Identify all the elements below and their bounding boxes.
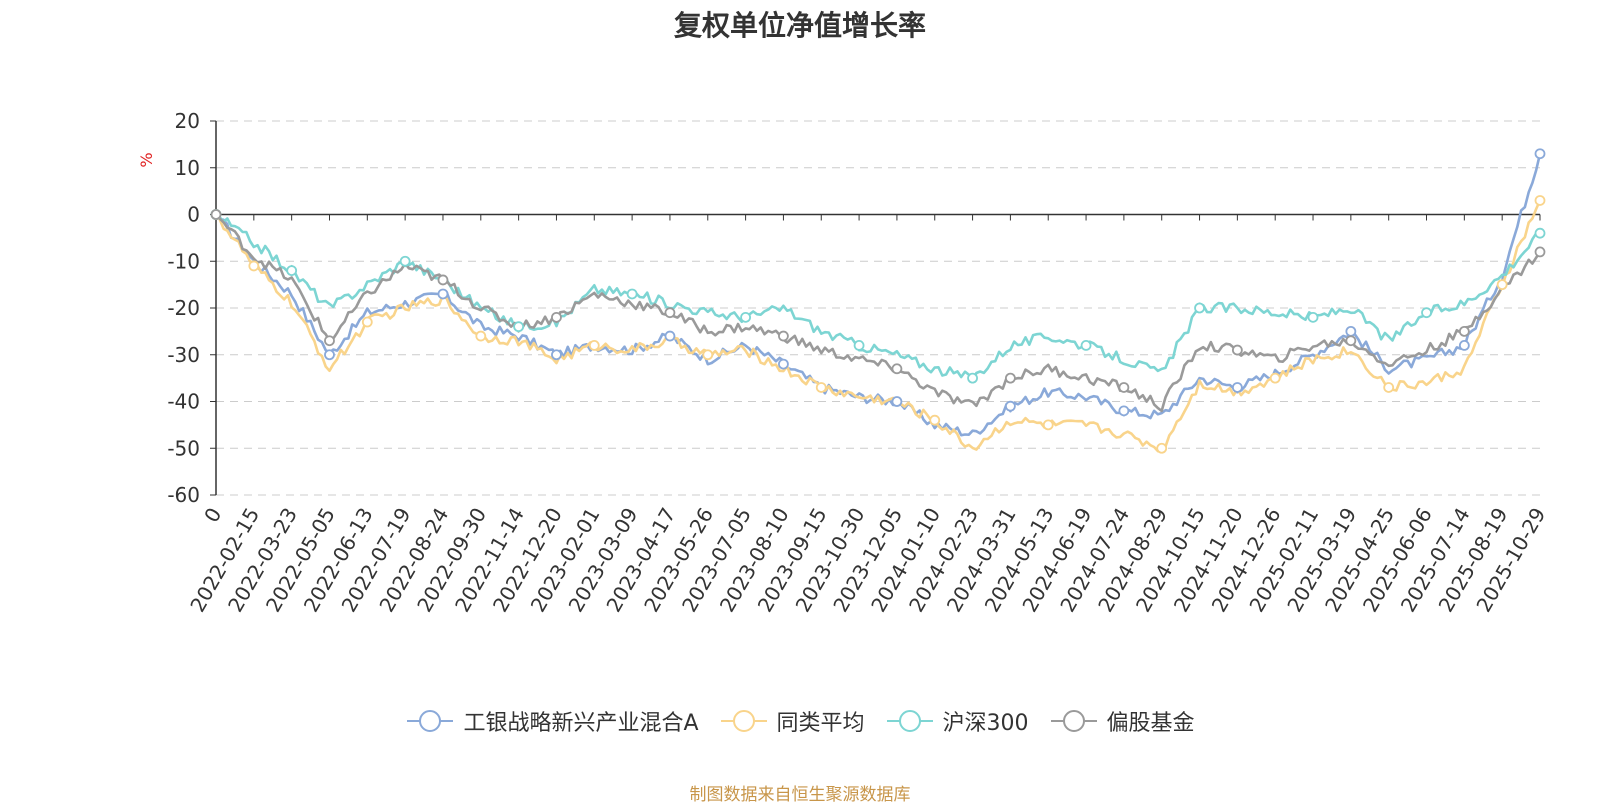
data-point[interactable] — [1534, 246, 1546, 258]
legend: 工银战略新兴产业混合A 同类平均 沪深300 偏股基金 — [0, 705, 1600, 737]
data-point[interactable] — [702, 349, 714, 361]
series-line — [215, 213, 1541, 383]
legend-label: 工银战略新兴产业混合A — [463, 711, 699, 736]
data-point[interactable] — [891, 396, 903, 407]
data-point[interactable] — [1458, 325, 1470, 337]
legend-label: 偏股基金 — [1106, 711, 1195, 736]
data-point[interactable] — [664, 307, 676, 319]
data-point[interactable] — [891, 363, 903, 375]
data-point[interactable] — [815, 382, 827, 393]
series-line — [215, 213, 1542, 413]
data-point[interactable] — [967, 372, 978, 384]
data-point[interactable] — [778, 358, 789, 370]
data-point[interactable] — [588, 339, 600, 351]
legend-line-icon — [886, 710, 933, 732]
data-point[interactable] — [437, 288, 449, 300]
legend-item-csi300[interactable]: 沪深300 — [885, 705, 1029, 737]
line-chart: 20100-10-20-30-40-50-6002022-02-152022-0… — [137, 109, 1550, 616]
series-line — [214, 199, 1542, 453]
y-tick-label: -60 — [167, 483, 200, 507]
data-point[interactable] — [1194, 302, 1205, 314]
x-tick-label: 0 — [199, 504, 226, 527]
legend-item-peer-average[interactable]: 同类平均 — [719, 705, 865, 737]
data-point[interactable] — [1345, 325, 1357, 337]
data-point[interactable] — [1534, 148, 1546, 160]
legend-item-fund[interactable]: 工银战略新兴产业混合A — [405, 705, 699, 737]
grid-lines — [216, 120, 1540, 496]
y-tick-label: 0 — [187, 203, 200, 227]
chart-title: 复权单位净值增长率 — [673, 9, 926, 42]
axes: 20100-10-20-30-40-50-6002022-02-152022-0… — [167, 109, 1550, 616]
legend-item-equity-fund[interactable]: 偏股基金 — [1049, 705, 1195, 737]
legend-label: 同类平均 — [776, 711, 865, 736]
data-point[interactable] — [475, 330, 487, 342]
data-point[interactable] — [626, 288, 638, 300]
source-note: 制图数据来自恒生聚源数据库 — [689, 785, 911, 805]
legend-line-icon — [1050, 710, 1097, 732]
y-tick-label: -50 — [167, 436, 200, 460]
data-point[interactable] — [1231, 382, 1243, 393]
series-markers — [210, 148, 1546, 454]
legend-line-icon — [407, 710, 454, 732]
data-point[interactable] — [1496, 279, 1508, 291]
data-point[interactable] — [361, 316, 373, 328]
data-point[interactable] — [1005, 400, 1016, 412]
data-point[interactable] — [210, 209, 222, 220]
series-line — [214, 153, 1542, 437]
data-point[interactable] — [513, 321, 525, 333]
data-point[interactable] — [1118, 382, 1130, 393]
data-point[interactable] — [1534, 195, 1546, 206]
data-point[interactable] — [1005, 372, 1016, 384]
data-point[interactable] — [324, 349, 335, 361]
data-point[interactable] — [248, 260, 260, 272]
y-tick-label: -20 — [167, 296, 200, 320]
y-tick-label: 10 — [175, 156, 200, 180]
data-point[interactable] — [1307, 311, 1319, 323]
y-tick-label: -10 — [167, 249, 200, 273]
data-point[interactable] — [1042, 419, 1054, 431]
data-point[interactable] — [1458, 339, 1470, 351]
data-point[interactable] — [551, 349, 562, 361]
data-point[interactable] — [1118, 405, 1130, 417]
data-point[interactable] — [740, 311, 751, 323]
legend-line-icon — [720, 710, 767, 732]
data-point[interactable] — [1231, 344, 1243, 356]
series-lines — [214, 153, 1542, 453]
data-point[interactable] — [437, 274, 449, 286]
data-point[interactable] — [324, 335, 335, 347]
data-point[interactable] — [1383, 382, 1395, 393]
y-tick-label: -40 — [167, 390, 200, 414]
data-point[interactable] — [853, 339, 865, 351]
data-point[interactable] — [778, 330, 789, 342]
data-point[interactable] — [1269, 372, 1281, 384]
y-tick-label: -30 — [167, 343, 200, 367]
data-point[interactable] — [1421, 307, 1432, 319]
y-tick-label: 20 — [175, 109, 200, 133]
data-point[interactable] — [551, 311, 562, 323]
data-point[interactable] — [1080, 339, 1092, 351]
y-axis-unit-label: % — [137, 152, 156, 167]
data-point[interactable] — [286, 265, 298, 277]
data-point[interactable] — [1534, 227, 1546, 239]
data-point[interactable] — [399, 255, 411, 267]
legend-label: 沪深300 — [942, 711, 1029, 736]
data-point[interactable] — [664, 330, 676, 342]
data-point[interactable] — [1156, 442, 1168, 454]
data-point[interactable] — [929, 414, 941, 426]
data-point[interactable] — [1345, 335, 1357, 347]
